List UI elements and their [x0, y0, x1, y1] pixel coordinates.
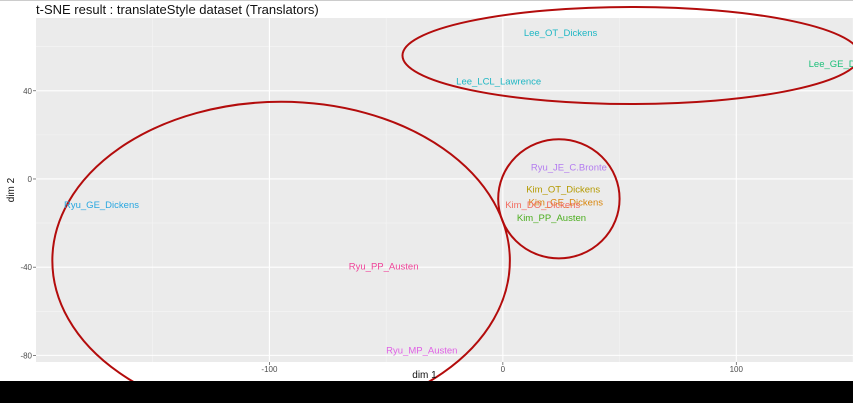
- point-label: Kim_PP_Austen: [517, 213, 586, 224]
- point-label: Lee_LCL_Lawrence: [456, 76, 541, 87]
- point-label: Ryu_JE_C.Bronte: [531, 162, 607, 173]
- bottom-black-bar: [0, 381, 853, 403]
- point-label: Lee_GE_Dickens: [809, 59, 853, 70]
- point-labels: Lee_OT_Dickens Lee_LCL_Lawrence Lee_GE_Dic…: [64, 28, 853, 357]
- major-gridlines: [36, 18, 853, 362]
- x-tick-label: 100: [730, 365, 744, 374]
- point-label: Lee_OT_Dickens: [524, 28, 598, 39]
- y-tick-label: -40: [20, 263, 32, 272]
- point-label: Kim_GE_Dickens: [529, 198, 604, 209]
- point-label: Kim_DO_Dickens: [505, 200, 580, 211]
- cluster-ellipse: [497, 138, 621, 260]
- point-label: Kim_OT_Dickens: [526, 185, 600, 196]
- point-label: Ryu_MP_Austen: [386, 345, 457, 356]
- x-tick-label: 0: [501, 365, 506, 374]
- axis-ticks: -100 0 100 -80 -40 0 40: [20, 87, 743, 374]
- chart-title: t-SNE result : translateStyle dataset (T…: [36, 2, 319, 17]
- x-tick-label: -100: [261, 365, 278, 374]
- y-tick-label: -80: [20, 351, 32, 360]
- cluster-ellipse: [401, 5, 853, 105]
- cluster-ellipse: [51, 100, 511, 381]
- point-label: Ryu_GE_Dickens: [64, 200, 139, 211]
- point-label: Ryu_PP_Austen: [349, 262, 419, 273]
- y-tick-label: 40: [23, 87, 32, 96]
- tsne-scatter-chart: Lee_OT_Dickens Lee_LCL_Lawrence Lee_GE_Dic…: [6, 5, 853, 381]
- y-tick-label: 0: [28, 175, 33, 184]
- cluster-ellipses: [51, 5, 853, 381]
- x-axis-title: dim 1: [412, 370, 437, 381]
- plot-panel: [36, 18, 853, 362]
- y-axis-title: dim 2: [6, 177, 17, 202]
- top-rule: [0, 0, 853, 1]
